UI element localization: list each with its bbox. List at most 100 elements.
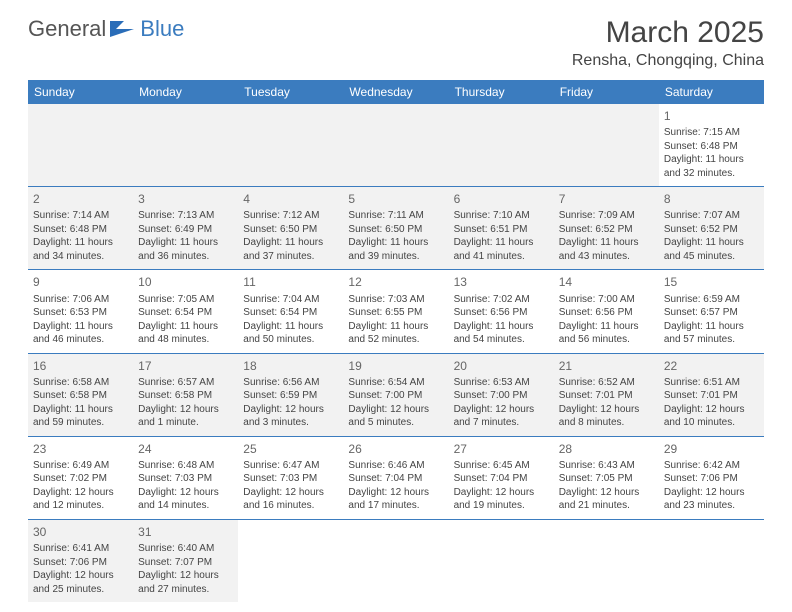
calendar-cell-empty (238, 104, 343, 186)
logo-flag-icon (110, 19, 136, 39)
calendar-week: 30Sunrise: 6:41 AMSunset: 7:06 PMDayligh… (28, 519, 764, 602)
day-number: 26 (348, 441, 443, 457)
calendar-cell: 11Sunrise: 7:04 AMSunset: 6:54 PMDayligh… (238, 269, 343, 352)
day-header-friday: Friday (554, 80, 659, 104)
daylight-text: Daylight: 12 hours and 3 minutes. (243, 403, 338, 430)
calendar-cell: 19Sunrise: 6:54 AMSunset: 7:00 PMDayligh… (343, 353, 448, 436)
calendar-cell: 28Sunrise: 6:43 AMSunset: 7:05 PMDayligh… (554, 436, 659, 519)
sunrise-text: Sunrise: 6:56 AM (243, 376, 338, 390)
day-number: 23 (33, 441, 128, 457)
day-number: 28 (559, 441, 654, 457)
daylight-text: Daylight: 12 hours and 8 minutes. (559, 403, 654, 430)
sunrise-text: Sunrise: 6:46 AM (348, 459, 443, 473)
day-number: 17 (138, 358, 233, 374)
daylight-text: Daylight: 11 hours and 56 minutes. (559, 320, 654, 347)
sunset-text: Sunset: 7:03 PM (243, 472, 338, 486)
sunrise-text: Sunrise: 7:13 AM (138, 209, 233, 223)
calendar-cell: 1Sunrise: 7:15 AMSunset: 6:48 PMDaylight… (659, 104, 764, 186)
calendar-cell-empty (554, 519, 659, 602)
calendar-week: 1Sunrise: 7:15 AMSunset: 6:48 PMDaylight… (28, 104, 764, 186)
sunset-text: Sunset: 6:58 PM (138, 389, 233, 403)
daylight-text: Daylight: 11 hours and 36 minutes. (138, 236, 233, 263)
sunrise-text: Sunrise: 6:54 AM (348, 376, 443, 390)
calendar-day-header: Sunday Monday Tuesday Wednesday Thursday… (28, 80, 764, 104)
sunrise-text: Sunrise: 6:59 AM (664, 293, 759, 307)
daylight-text: Daylight: 12 hours and 10 minutes. (664, 403, 759, 430)
daylight-text: Daylight: 12 hours and 7 minutes. (454, 403, 549, 430)
calendar-cell: 2Sunrise: 7:14 AMSunset: 6:48 PMDaylight… (28, 186, 133, 269)
day-number: 16 (33, 358, 128, 374)
day-number: 19 (348, 358, 443, 374)
daylight-text: Daylight: 11 hours and 34 minutes. (33, 236, 128, 263)
sunset-text: Sunset: 6:54 PM (243, 306, 338, 320)
calendar-cell: 6Sunrise: 7:10 AMSunset: 6:51 PMDaylight… (449, 186, 554, 269)
calendar-cell: 4Sunrise: 7:12 AMSunset: 6:50 PMDaylight… (238, 186, 343, 269)
sunset-text: Sunset: 6:48 PM (33, 223, 128, 237)
logo: General Blue (28, 16, 184, 42)
daylight-text: Daylight: 11 hours and 57 minutes. (664, 320, 759, 347)
calendar-cell: 13Sunrise: 7:02 AMSunset: 6:56 PMDayligh… (449, 269, 554, 352)
daylight-text: Daylight: 12 hours and 17 minutes. (348, 486, 443, 513)
sunset-text: Sunset: 6:59 PM (243, 389, 338, 403)
calendar-cell: 5Sunrise: 7:11 AMSunset: 6:50 PMDaylight… (343, 186, 448, 269)
sunrise-text: Sunrise: 6:57 AM (138, 376, 233, 390)
sunrise-text: Sunrise: 7:11 AM (348, 209, 443, 223)
sunrise-text: Sunrise: 6:52 AM (559, 376, 654, 390)
calendar-cell: 9Sunrise: 7:06 AMSunset: 6:53 PMDaylight… (28, 269, 133, 352)
sunset-text: Sunset: 6:53 PM (33, 306, 128, 320)
calendar-cell-empty (659, 519, 764, 602)
sunset-text: Sunset: 6:54 PM (138, 306, 233, 320)
sunset-text: Sunset: 7:04 PM (454, 472, 549, 486)
sunrise-text: Sunrise: 7:04 AM (243, 293, 338, 307)
daylight-text: Daylight: 12 hours and 21 minutes. (559, 486, 654, 513)
day-number: 18 (243, 358, 338, 374)
day-number: 21 (559, 358, 654, 374)
calendar-cell: 25Sunrise: 6:47 AMSunset: 7:03 PMDayligh… (238, 436, 343, 519)
day-number: 20 (454, 358, 549, 374)
day-number: 25 (243, 441, 338, 457)
sunset-text: Sunset: 6:52 PM (559, 223, 654, 237)
calendar-cell: 23Sunrise: 6:49 AMSunset: 7:02 PMDayligh… (28, 436, 133, 519)
sunrise-text: Sunrise: 6:48 AM (138, 459, 233, 473)
calendar-cell: 14Sunrise: 7:00 AMSunset: 6:56 PMDayligh… (554, 269, 659, 352)
calendar-cell-empty (449, 519, 554, 602)
sunset-text: Sunset: 7:00 PM (454, 389, 549, 403)
sunset-text: Sunset: 6:58 PM (33, 389, 128, 403)
sunrise-text: Sunrise: 6:47 AM (243, 459, 338, 473)
calendar-cell: 21Sunrise: 6:52 AMSunset: 7:01 PMDayligh… (554, 353, 659, 436)
calendar-cell: 30Sunrise: 6:41 AMSunset: 7:06 PMDayligh… (28, 519, 133, 602)
day-header-thursday: Thursday (449, 80, 554, 104)
sunset-text: Sunset: 6:57 PM (664, 306, 759, 320)
day-number: 3 (138, 191, 233, 207)
calendar-cell: 20Sunrise: 6:53 AMSunset: 7:00 PMDayligh… (449, 353, 554, 436)
calendar-week: 2Sunrise: 7:14 AMSunset: 6:48 PMDaylight… (28, 186, 764, 269)
calendar-cell-empty (28, 104, 133, 186)
sunset-text: Sunset: 6:56 PM (454, 306, 549, 320)
daylight-text: Daylight: 11 hours and 43 minutes. (559, 236, 654, 263)
calendar-cell: 3 Sunrise: 7:13 AMSunset: 6:49 PMDaylight… (133, 186, 238, 269)
logo-text-blue: Blue (140, 16, 184, 42)
day-header-sunday: Sunday (28, 80, 133, 104)
sunrise-text: Sunrise: 7:05 AM (138, 293, 233, 307)
daylight-text: Daylight: 12 hours and 12 minutes. (33, 486, 128, 513)
sunset-text: Sunset: 6:51 PM (454, 223, 549, 237)
calendar-cell: 16Sunrise: 6:58 AMSunset: 6:58 PMDayligh… (28, 353, 133, 436)
sunset-text: Sunset: 7:07 PM (138, 556, 233, 570)
day-number: 4 (243, 191, 338, 207)
sunset-text: Sunset: 7:04 PM (348, 472, 443, 486)
day-number: 27 (454, 441, 549, 457)
daylight-text: Daylight: 12 hours and 19 minutes. (454, 486, 549, 513)
calendar-cell: 7Sunrise: 7:09 AMSunset: 6:52 PMDaylight… (554, 186, 659, 269)
daylight-text: Daylight: 12 hours and 23 minutes. (664, 486, 759, 513)
daylight-text: Daylight: 12 hours and 27 minutes. (138, 569, 233, 596)
calendar-cell: 10Sunrise: 7:05 AMSunset: 6:54 PMDayligh… (133, 269, 238, 352)
sunset-text: Sunset: 6:49 PM (138, 223, 233, 237)
day-number: 29 (664, 441, 759, 457)
day-number: 24 (138, 441, 233, 457)
sunset-text: Sunset: 7:01 PM (664, 389, 759, 403)
daylight-text: Daylight: 11 hours and 41 minutes. (454, 236, 549, 263)
sunrise-text: Sunrise: 7:03 AM (348, 293, 443, 307)
day-header-saturday: Saturday (659, 80, 764, 104)
sunset-text: Sunset: 6:52 PM (664, 223, 759, 237)
sunrise-text: Sunrise: 7:07 AM (664, 209, 759, 223)
